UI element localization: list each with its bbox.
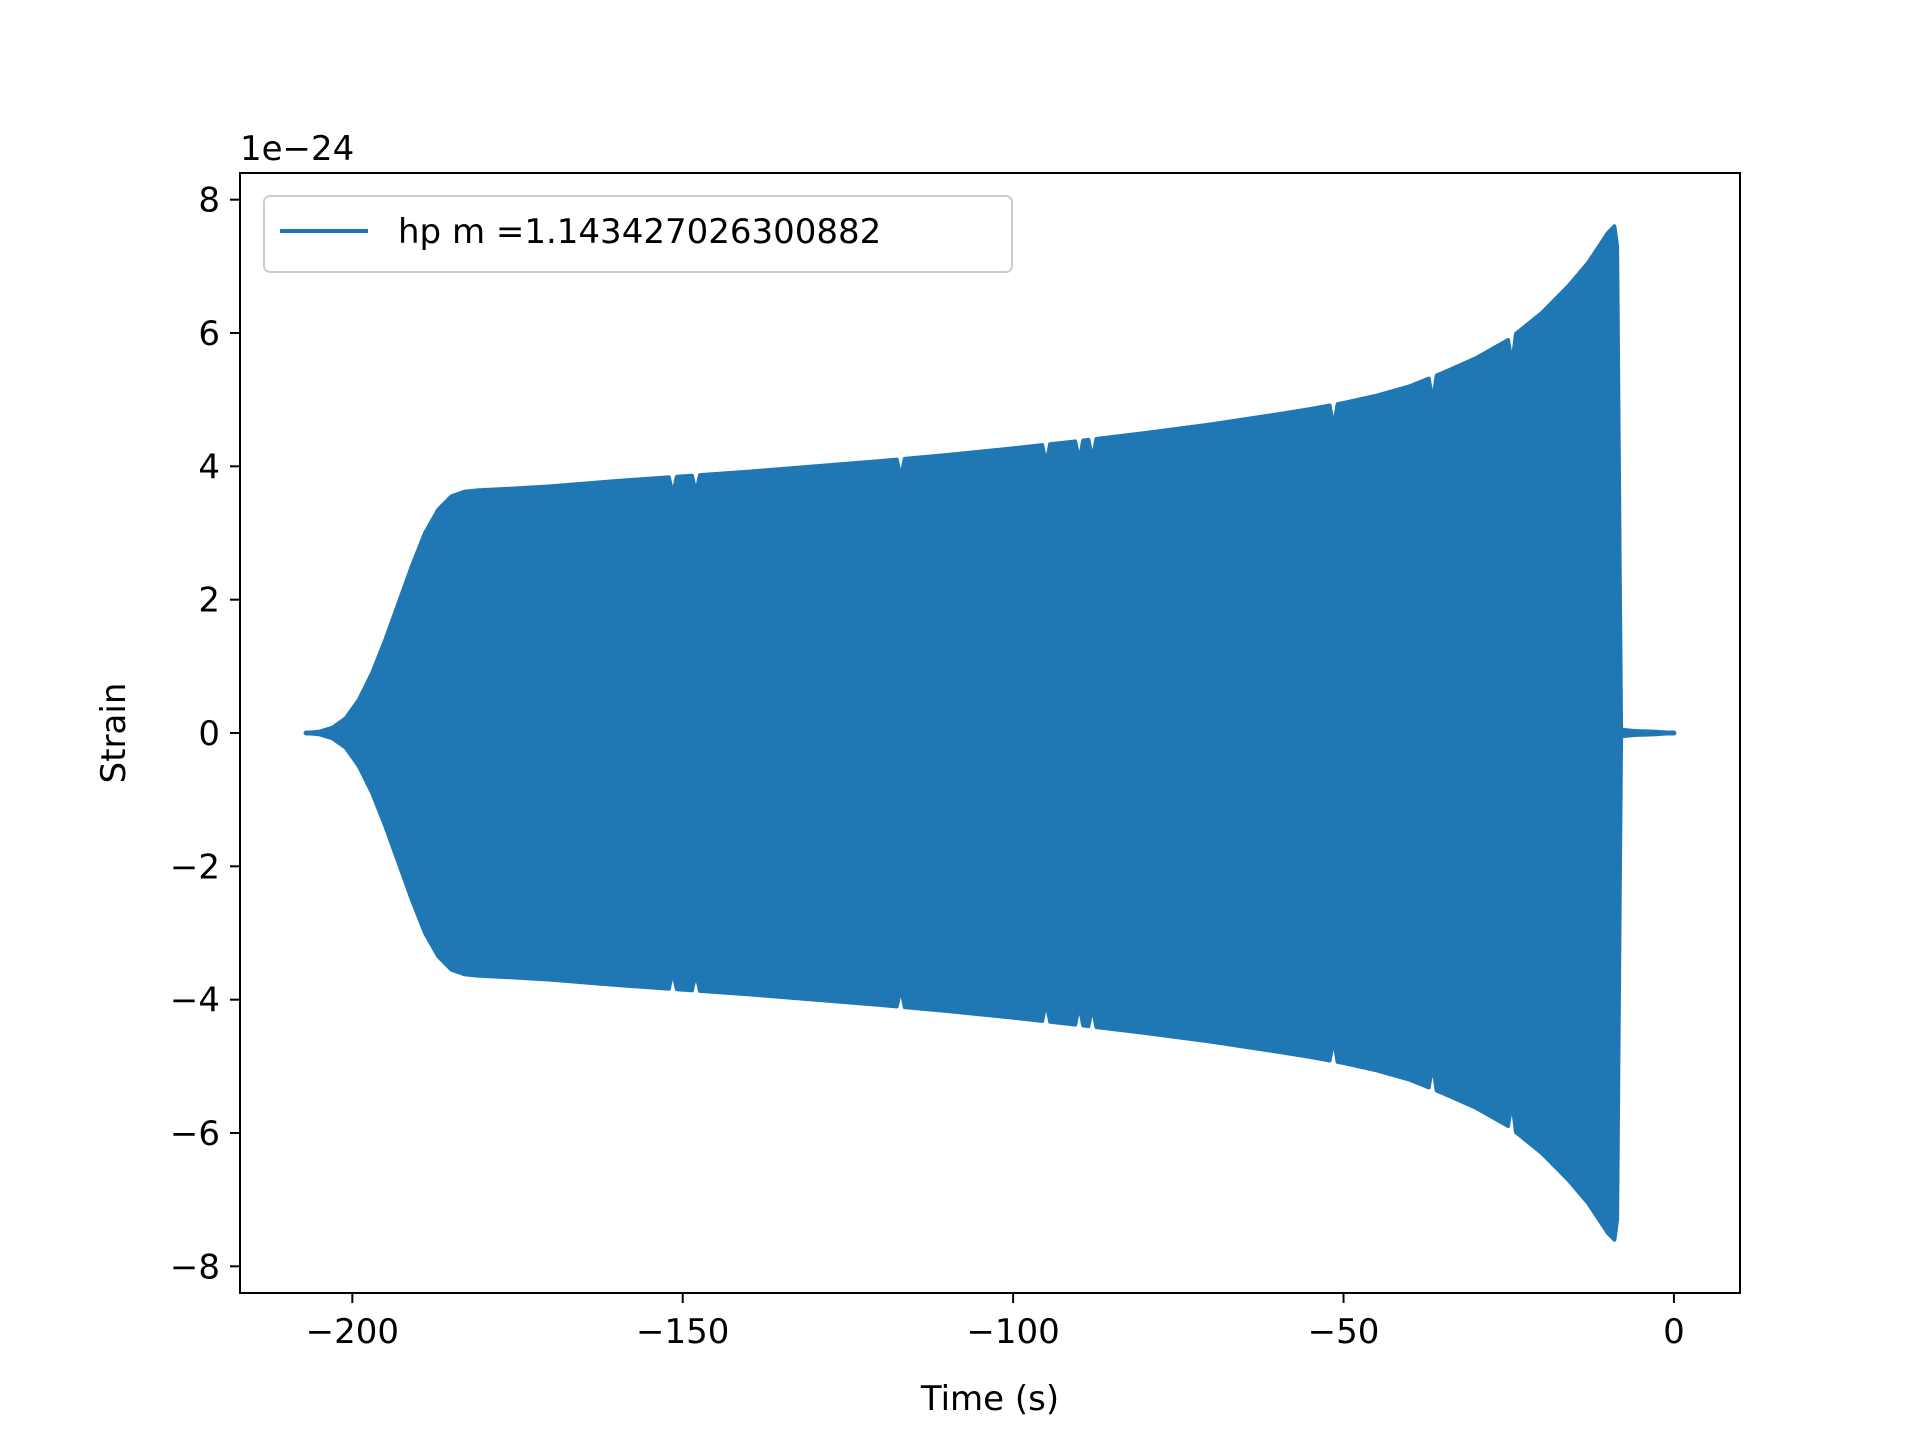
y-tick-label: −2 [170, 847, 220, 887]
x-tick-label: −150 [636, 1312, 729, 1352]
data-layer [303, 224, 1677, 1242]
y-tick-label: −4 [170, 981, 220, 1021]
x-tick-label: −200 [306, 1312, 399, 1352]
y-tick-label: 2 [198, 581, 220, 621]
y-tick-label: 0 [198, 714, 220, 754]
x-axis-title: Time (s) [920, 1379, 1059, 1419]
x-axis-ticks: −200 −150 −100 −50 0 [306, 1293, 1685, 1352]
y-axis-ticks: −8 −6 −4 −2 0 2 4 6 8 [170, 181, 240, 1287]
legend-label: hp m =1.143427026300882 [398, 212, 881, 252]
x-tick-label: −50 [1308, 1312, 1380, 1352]
x-tick-label: −100 [966, 1312, 1059, 1352]
y-tick-label: 8 [198, 181, 220, 221]
x-tick-label: 0 [1663, 1312, 1685, 1352]
y-tick-label: −6 [170, 1114, 220, 1154]
legend: hp m =1.143427026300882 [263, 195, 1013, 273]
y-tick-label: 6 [198, 314, 220, 354]
y-axis-multiplier: 1e−24 [240, 129, 354, 169]
y-tick-label: −8 [170, 1247, 220, 1287]
legend-box [263, 195, 1013, 273]
y-tick-label: 4 [198, 447, 220, 487]
y-axis-title: Strain [94, 683, 134, 784]
